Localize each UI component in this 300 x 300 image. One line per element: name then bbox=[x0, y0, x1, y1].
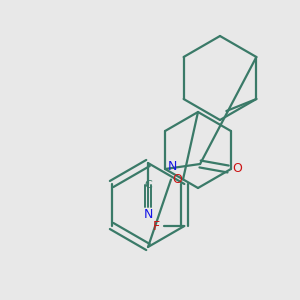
Text: N: N bbox=[167, 160, 177, 172]
Text: O: O bbox=[232, 163, 242, 176]
Text: N: N bbox=[143, 208, 153, 221]
Text: F: F bbox=[153, 220, 160, 232]
Text: C: C bbox=[144, 180, 152, 190]
Text: O: O bbox=[172, 173, 182, 186]
